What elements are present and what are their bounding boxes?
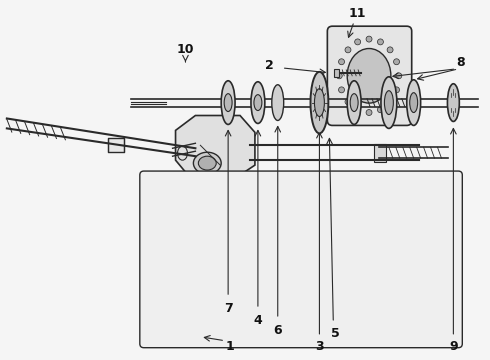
Ellipse shape [381,77,397,129]
Ellipse shape [385,91,393,114]
Ellipse shape [194,152,221,174]
Ellipse shape [410,93,417,113]
Ellipse shape [272,85,284,121]
Ellipse shape [251,82,265,123]
Ellipse shape [347,49,391,103]
Ellipse shape [224,94,232,112]
Text: 5: 5 [331,327,340,340]
Ellipse shape [311,72,328,133]
Circle shape [393,87,399,93]
Circle shape [387,99,393,105]
Text: 10: 10 [177,42,194,55]
Text: 9: 9 [449,340,458,353]
Text: 8: 8 [456,57,465,69]
Circle shape [396,73,402,79]
Ellipse shape [447,84,459,121]
Text: 6: 6 [273,324,282,337]
Text: 4: 4 [253,314,262,327]
Circle shape [345,47,351,53]
FancyBboxPatch shape [374,144,386,162]
Circle shape [387,47,393,53]
FancyBboxPatch shape [327,26,412,125]
Text: 1: 1 [226,340,235,353]
Ellipse shape [347,81,361,125]
Text: 11: 11 [348,7,366,20]
Polygon shape [175,116,255,182]
Circle shape [336,73,342,79]
Circle shape [355,39,361,45]
Circle shape [366,109,372,116]
Ellipse shape [315,89,324,117]
Circle shape [393,59,399,65]
Text: 3: 3 [315,340,324,353]
Circle shape [339,59,344,65]
Ellipse shape [350,94,358,112]
FancyBboxPatch shape [334,69,339,77]
Circle shape [339,87,344,93]
Ellipse shape [221,81,235,125]
Circle shape [355,107,361,113]
Circle shape [366,36,372,42]
Circle shape [345,99,351,105]
Ellipse shape [254,95,262,111]
Ellipse shape [407,80,420,125]
Circle shape [377,107,383,113]
Text: 7: 7 [224,302,233,315]
Text: 2: 2 [266,59,274,72]
FancyBboxPatch shape [140,171,462,348]
Circle shape [377,39,383,45]
Ellipse shape [198,156,216,170]
FancyBboxPatch shape [108,138,124,152]
